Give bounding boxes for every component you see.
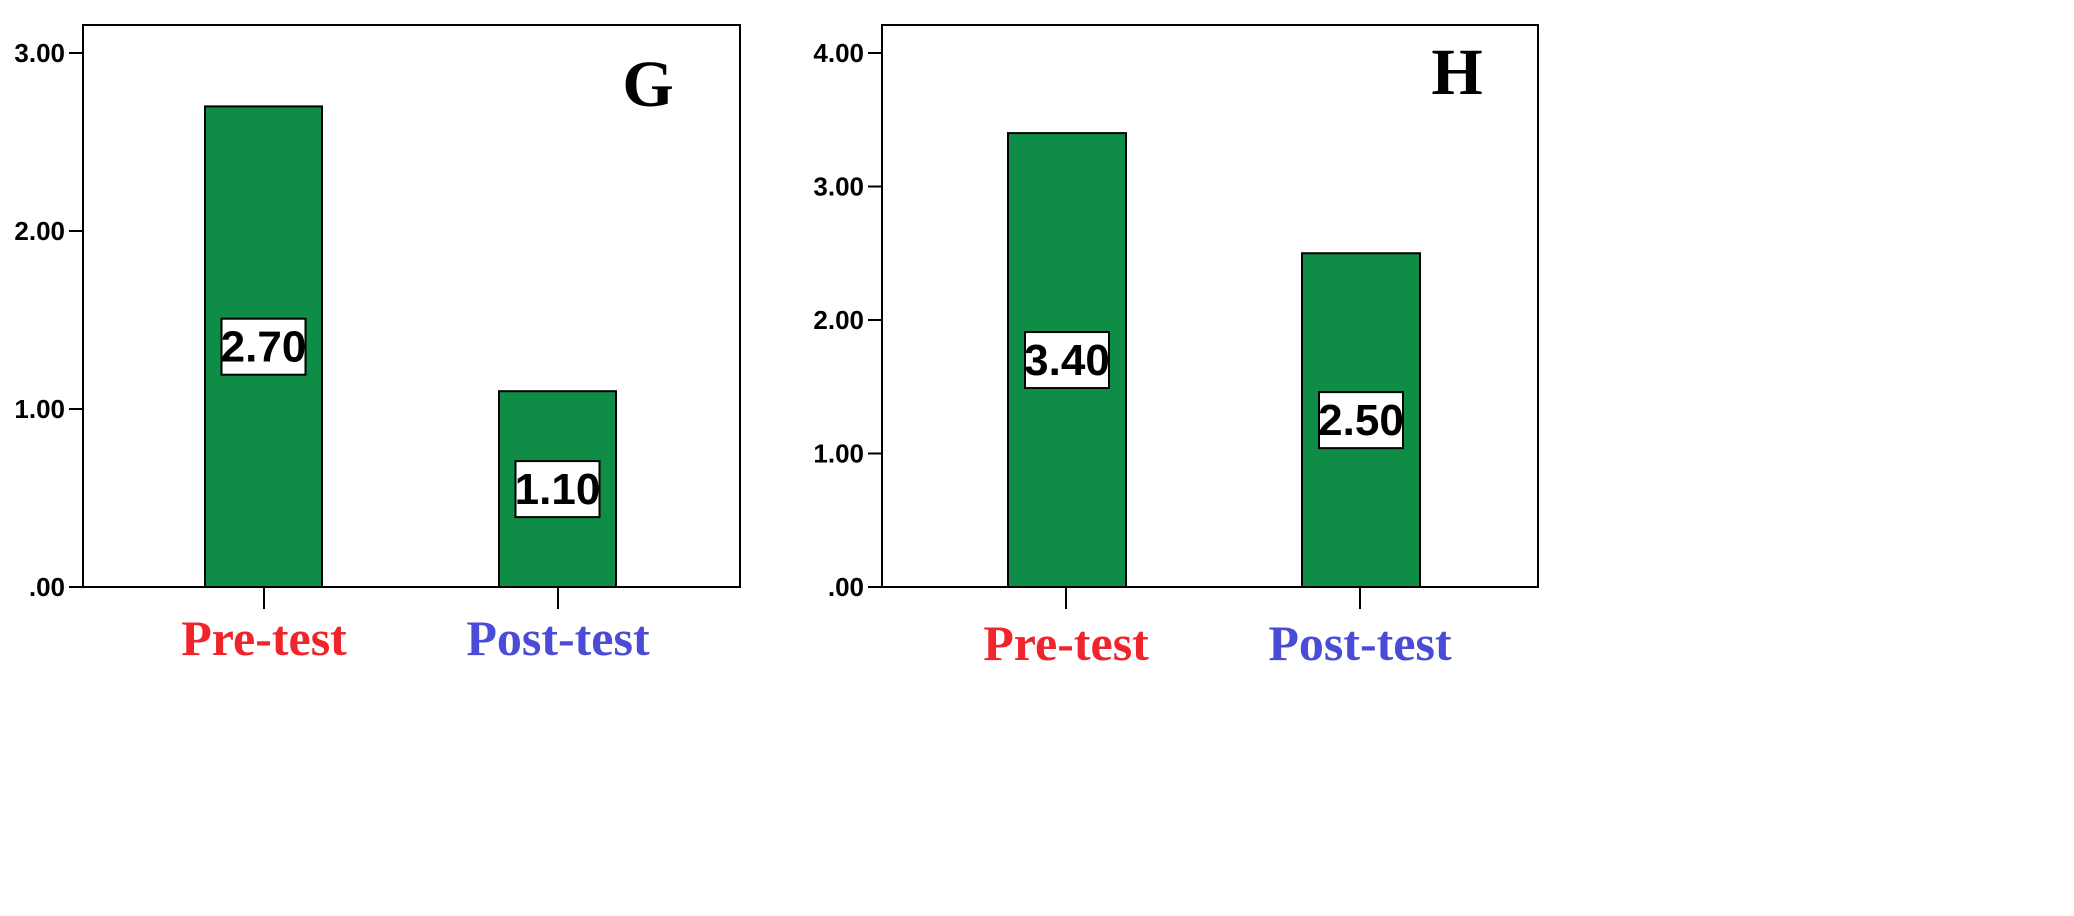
panel-letter: G — [622, 48, 673, 121]
x-category-label-pre-test: Pre-test — [983, 615, 1149, 671]
plot-frame — [881, 24, 1539, 588]
value-label: 3.40 — [1024, 336, 1110, 385]
y-tick-label: .00 — [29, 572, 65, 602]
value-label-box — [1318, 391, 1404, 450]
y-tick-label: 1.00 — [14, 394, 65, 424]
y-tick-label: 2.00 — [14, 216, 65, 246]
plot-frame — [82, 24, 741, 588]
chart-panel-h: .00 1.00 2.00 3.00 4.00 3.40 Pre-test 2.50 Post-… — [813, 24, 1539, 671]
value-label-box — [220, 317, 307, 376]
chart-panel-g: .00 1.00 2.00 3.00 2.70 Pre-test 1.10 Post-test… — [14, 24, 741, 666]
value-label-box — [1024, 331, 1110, 390]
y-tick-label: 1.00 — [813, 439, 864, 469]
y-tick-label: 2.00 — [813, 305, 864, 335]
value-label: 1.10 — [515, 465, 601, 514]
value-label: 2.50 — [1318, 396, 1404, 445]
value-label-box — [514, 460, 601, 519]
y-tick-label: 3.00 — [14, 38, 65, 68]
x-category-label-post-test: Post-test — [466, 610, 650, 666]
y-tick-label: .00 — [828, 572, 864, 602]
x-category-label-post-test: Post-test — [1268, 615, 1452, 671]
y-tick-label: 3.00 — [813, 172, 864, 202]
value-label: 2.70 — [221, 323, 307, 372]
y-tick-label: 4.00 — [813, 38, 864, 68]
panel-letter: H — [1431, 36, 1482, 109]
x-category-label-pre-test: Pre-test — [181, 610, 347, 666]
